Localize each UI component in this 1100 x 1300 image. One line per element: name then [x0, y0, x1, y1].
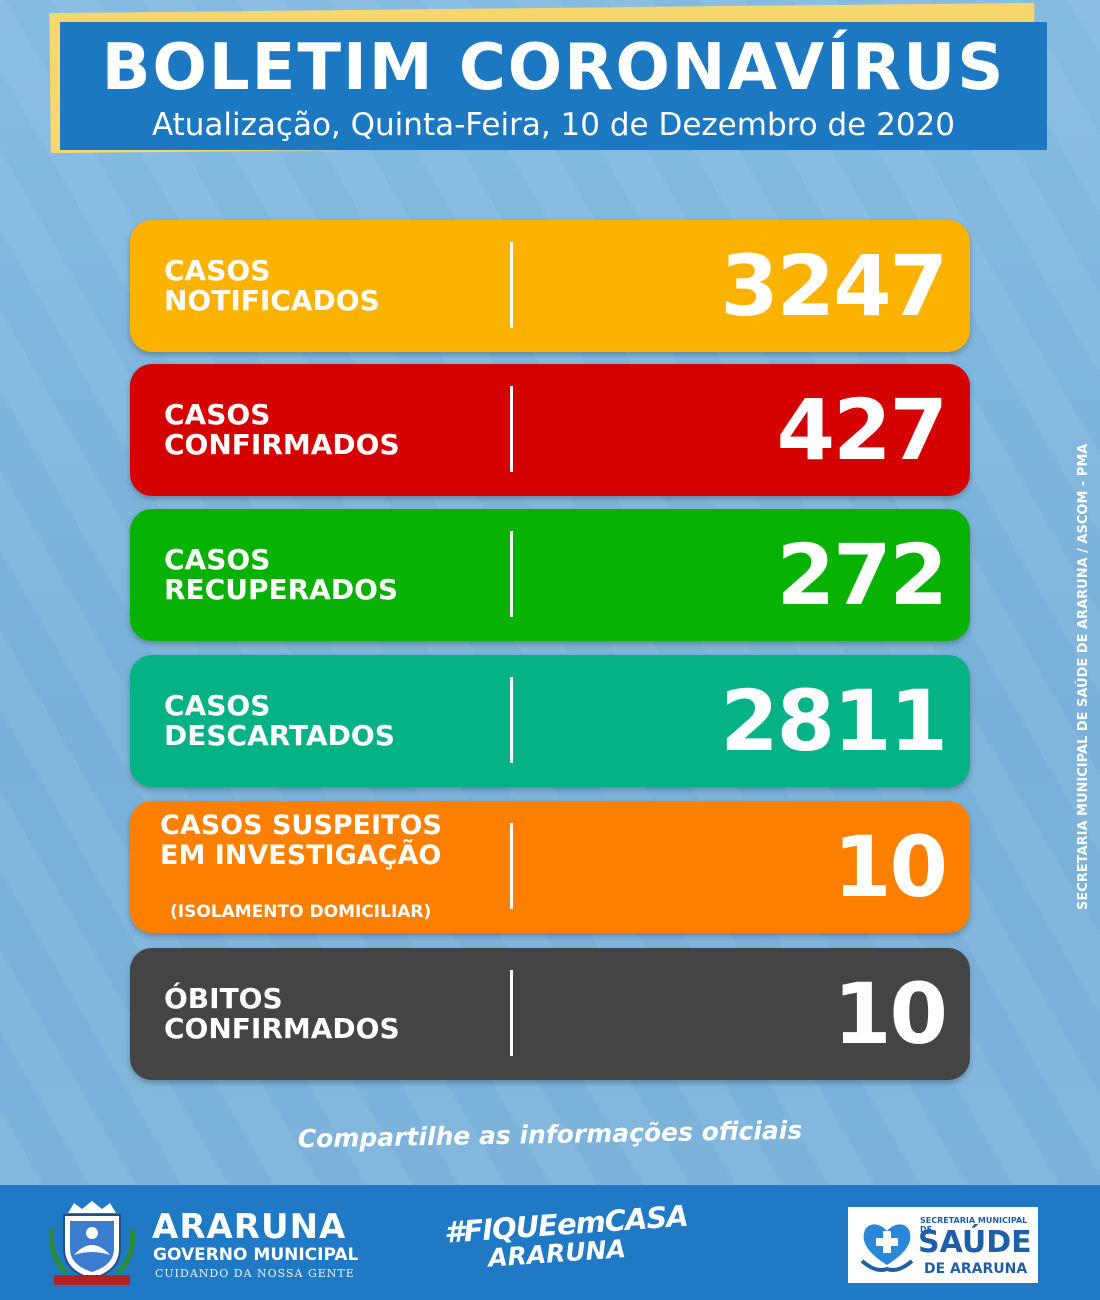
stat-card-descartados: CASOS DESCARTADOS 2811 — [130, 655, 970, 787]
saude-logo: SECRETARIA MUNICIPAL DE SAÚDE DE ARARUNA — [848, 1207, 1038, 1283]
stat-label-group: CASOS SUSPEITOS EM INVESTIGAÇÃO (ISOLAME… — [160, 801, 510, 933]
stat-card-obitos: ÓBITOS CONFIRMADOS 10 — [130, 948, 970, 1080]
footer-band: ARARUNA GOVERNO MUNICIPAL CUIDANDO DA NO… — [0, 1185, 1100, 1300]
saude-top-text: SECRETARIA MUNICIPAL DE — [920, 1216, 1028, 1234]
stat-label: CASOS NOTIFICADOS — [164, 254, 380, 317]
stat-value: 3247 — [720, 237, 948, 335]
stat-card-suspeitos: CASOS SUSPEITOS EM INVESTIGAÇÃO (ISOLAME… — [130, 801, 970, 933]
card-divider — [510, 823, 513, 909]
card-divider — [510, 242, 513, 328]
brand-tagline: CUIDANDO DA NOSSA GENTE — [155, 1267, 355, 1280]
stat-sublabel: (ISOLAMENTO DOMICILIAR) — [170, 902, 432, 922]
stat-label: CASOS DESCARTADOS — [164, 689, 395, 752]
crest-icon — [48, 1201, 136, 1285]
saude-bottom-text: DE ARARUNA — [924, 1261, 1028, 1277]
stat-value: 2811 — [720, 672, 948, 770]
stat-value: 272 — [776, 526, 948, 624]
stat-label: ÓBITOS CONFIRMADOS — [164, 982, 400, 1045]
heart-hands-icon — [860, 1224, 914, 1272]
stat-value: 10 — [833, 965, 948, 1063]
brand-government: GOVERNO MUNICIPAL — [153, 1245, 359, 1265]
side-credit: SECRETARIA MUNICIPAL DE SAÚDE DE ARARUNA… — [1076, 443, 1091, 910]
stat-card-confirmados: CASOS CONFIRMADOS 427 — [130, 364, 970, 496]
saude-main-text: SAÚDE — [918, 1225, 1032, 1260]
card-divider — [510, 386, 513, 472]
brand-name: ARARUNA — [152, 1207, 347, 1247]
update-date: Atualização, Quinta-Feira, 10 de Dezembr… — [151, 107, 956, 143]
stat-label: CASOS CONFIRMADOS — [164, 398, 400, 461]
card-divider — [510, 970, 513, 1056]
stat-value: 10 — [833, 818, 948, 916]
stat-label: CASOS SUSPEITOS EM INVESTIGAÇÃO — [160, 810, 442, 871]
card-divider — [510, 677, 513, 763]
stat-label: CASOS RECUPERADOS — [164, 543, 399, 606]
hashtag: #FIQUEemCASA ARARUNA — [443, 1199, 689, 1274]
stat-value: 427 — [776, 381, 948, 479]
page-title: BOLETIM CORONAVÍRUS — [101, 31, 1006, 105]
stat-card-recuperados: CASOS RECUPERADOS 272 — [130, 509, 970, 641]
stat-card-notificados: CASOS NOTIFICADOS 3247 — [130, 220, 970, 352]
header-banner: BOLETIM CORONAVÍRUS Atualização, Quinta-… — [60, 22, 1047, 150]
card-divider — [510, 531, 513, 617]
